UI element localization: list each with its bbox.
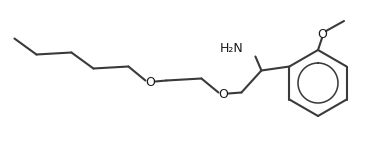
Text: O: O [219,88,228,101]
Text: H₂N: H₂N [220,42,243,55]
Text: O: O [146,76,155,89]
Text: O: O [317,27,327,40]
